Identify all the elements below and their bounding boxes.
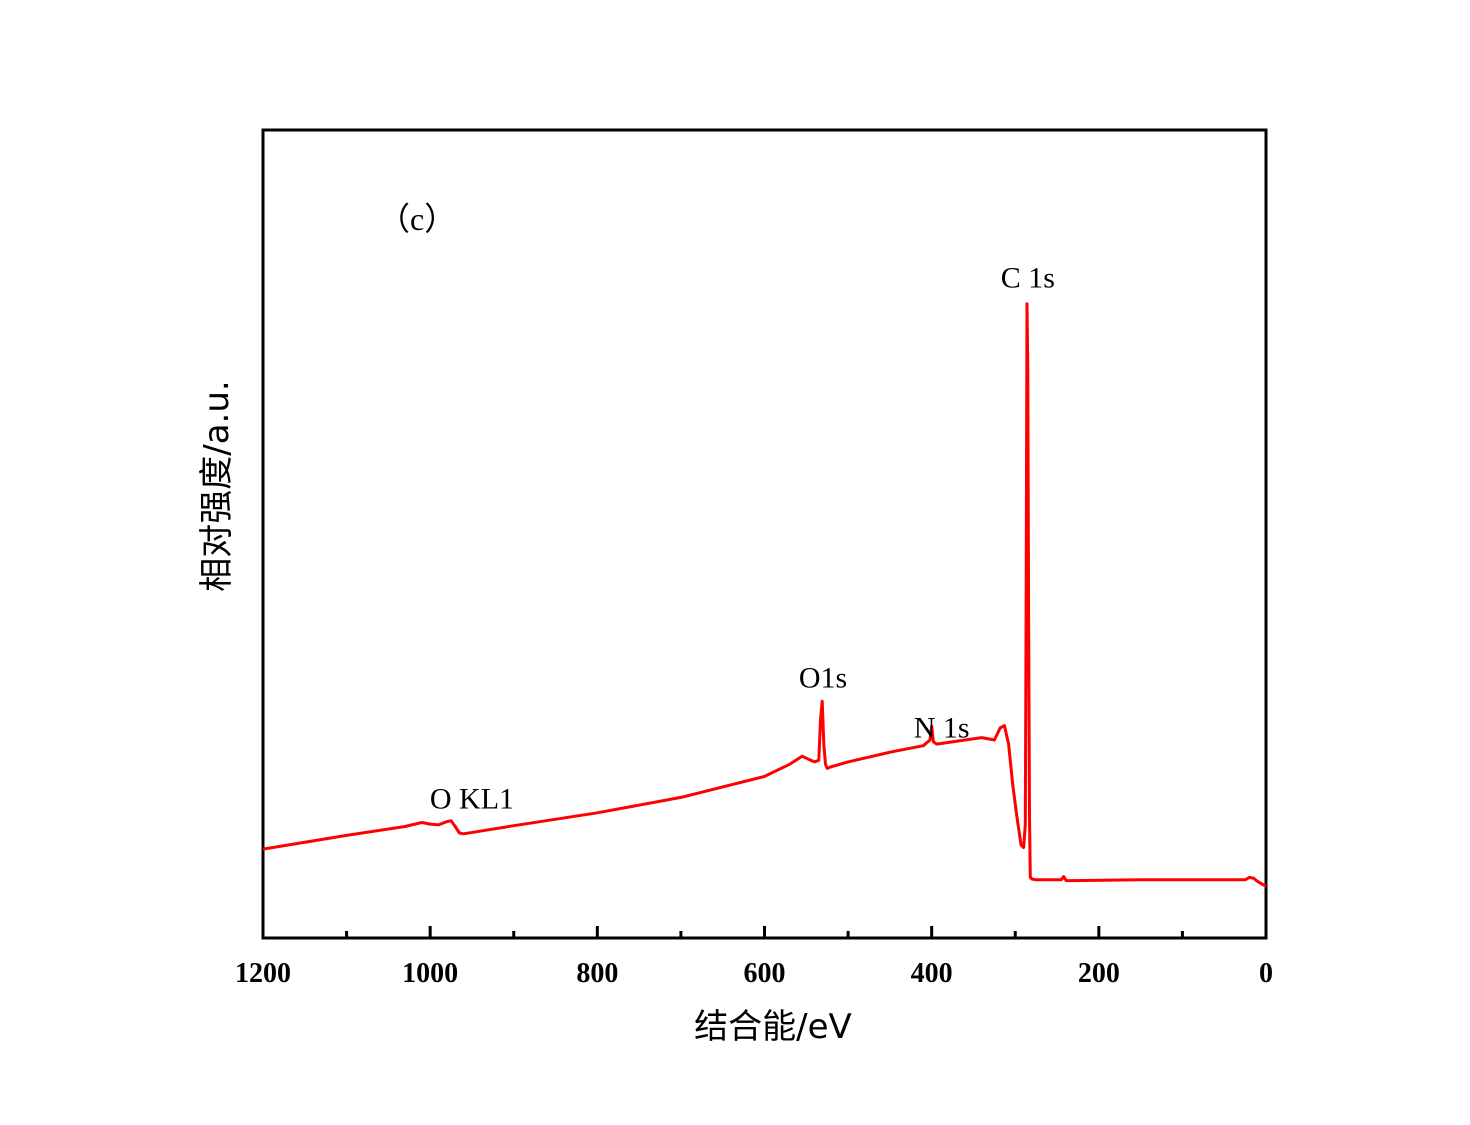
x-axis-tick-labels: 1200 1000 800 600 400 200 0 xyxy=(235,958,1273,989)
x-tick-label-400: 400 xyxy=(911,958,953,989)
x-tick-label-1200: 1200 xyxy=(235,958,291,989)
spectrum-series-line xyxy=(262,302,1267,888)
x-tick-label-800: 800 xyxy=(576,958,618,989)
peak-label-o-kl1: O KL1 xyxy=(430,783,514,816)
peak-annotations: C 1s O1s N 1s O KL1 xyxy=(430,262,1055,816)
panel-label: （c） xyxy=(378,201,456,237)
x-tick-label-200: 200 xyxy=(1078,958,1120,989)
x-tick-label-600: 600 xyxy=(744,958,786,989)
x-axis-title: 结合能/eV xyxy=(694,1007,852,1047)
peak-label-c-1s: C 1s xyxy=(1001,262,1055,295)
peak-label-o1s: O1s xyxy=(799,662,847,695)
x-tick-label-0: 0 xyxy=(1259,958,1273,989)
plot-frame xyxy=(261,128,1268,940)
y-axis-title: 相对强度/a.u. xyxy=(197,380,237,591)
x-tick-label-1000: 1000 xyxy=(402,958,458,989)
peak-label-n-1s: N 1s xyxy=(914,712,970,745)
x-axis-ticks xyxy=(261,926,1268,938)
